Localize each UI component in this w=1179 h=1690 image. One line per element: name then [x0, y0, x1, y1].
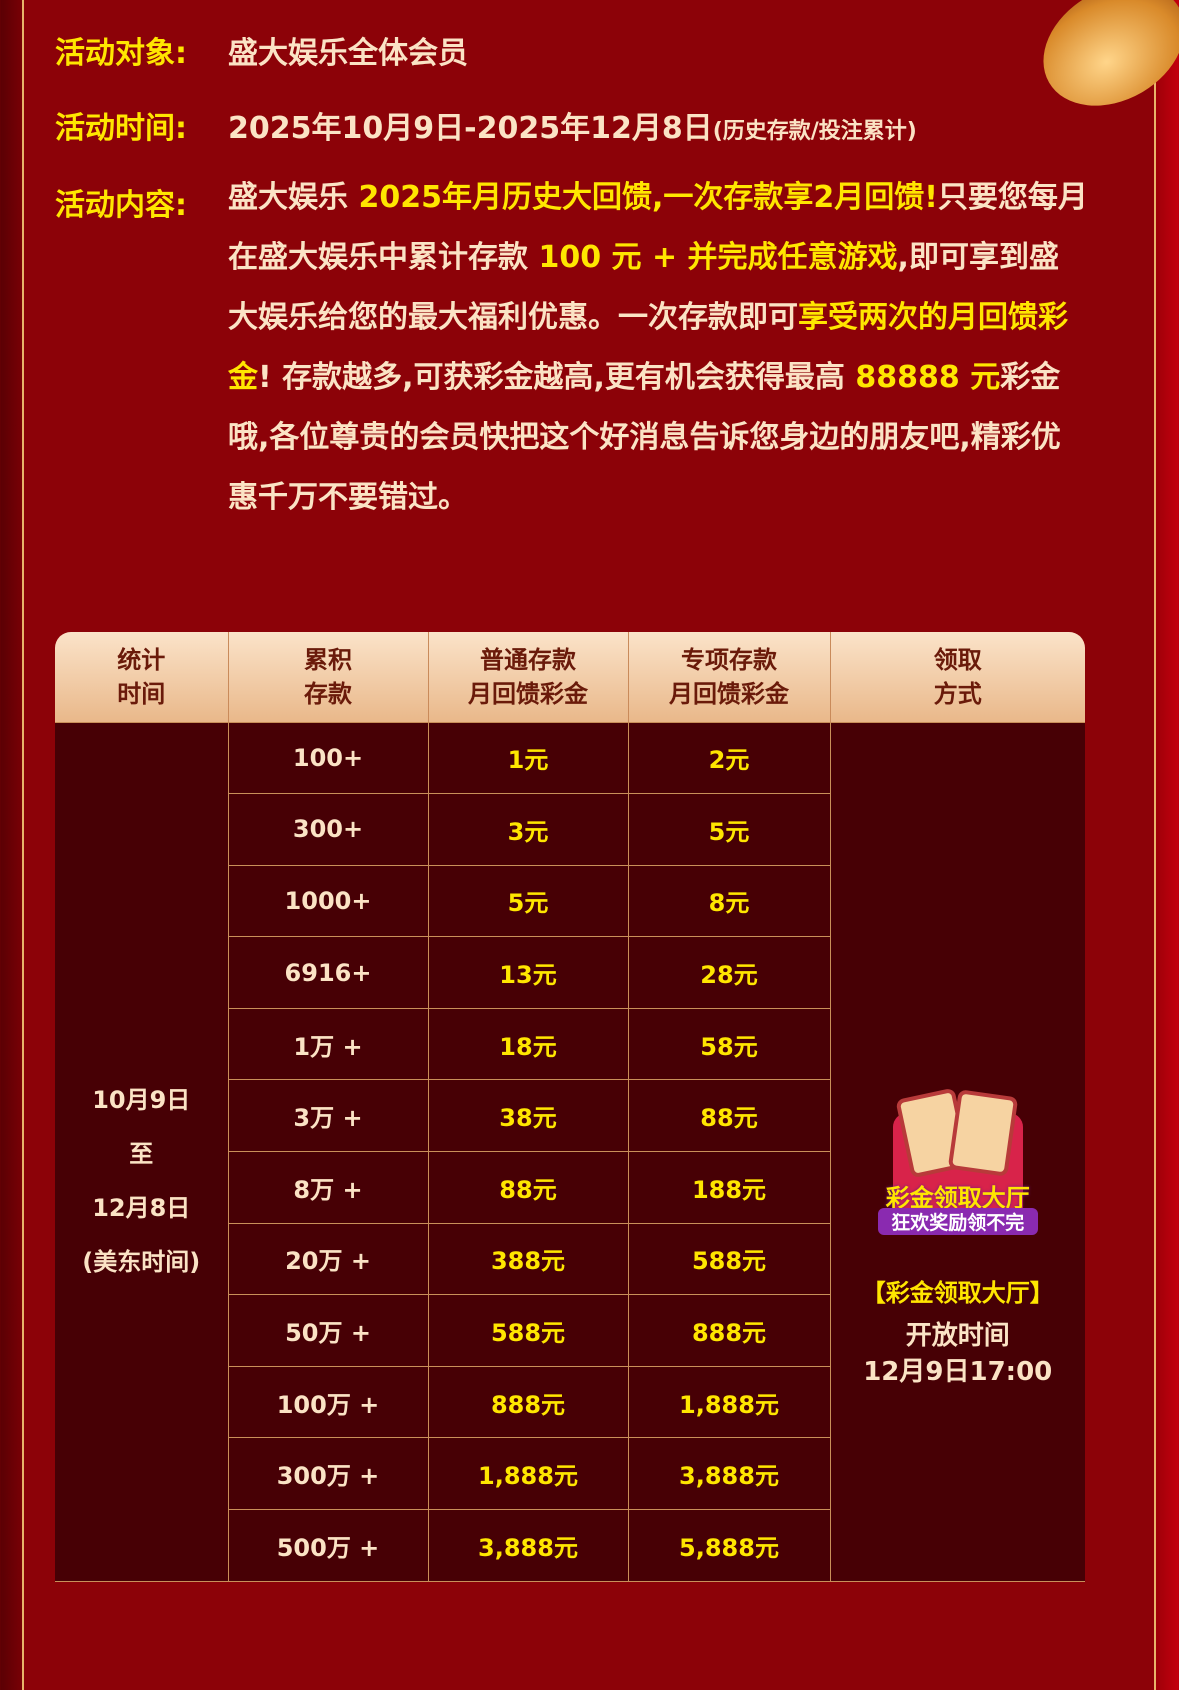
column-header: 专项存款 月回馈彩金 — [628, 632, 831, 722]
time-note: (历史存款/投注累计) — [712, 119, 917, 144]
special-bonus-cell: 888元 — [627, 1294, 831, 1367]
table-row: 1万 +18元 58元 — [55, 1007, 1085, 1081]
column-header: 统计 时间 — [55, 632, 229, 722]
period-cell: 10月9日至 12月8日 (美东时间) — [55, 721, 229, 1582]
text: ! 存款越多,可获彩金越高,更有机会获得最高 — [258, 360, 856, 395]
normal-bonus-cell: 3元 — [427, 793, 629, 866]
special-bonus-cell: 8元 — [627, 864, 831, 938]
open-time: 12月9日17:00 — [863, 1356, 1053, 1387]
period-text: 10月9日 — [92, 1085, 191, 1114]
normal-bonus-cell: 38元 — [427, 1079, 629, 1153]
text: 彩金哦,各位尊贵的会员快把这个好消息告诉您身边的朋友吧,精彩优惠千万不要错过。 — [228, 360, 1061, 515]
deposit-cell: 20万 + — [227, 1222, 429, 1296]
deposit-cell: 300+ — [227, 793, 429, 866]
special-bonus-cell: 1,888元 — [627, 1365, 831, 1439]
normal-bonus-cell: 1元 — [427, 721, 629, 795]
period-text: 12月8日 — [92, 1193, 191, 1222]
table-row: 500万 +3,888元 5,888元 — [55, 1509, 1085, 1582]
normal-bonus-cell: 588元 — [427, 1294, 629, 1367]
highlight: 100 元 + 并完成任意游戏 — [538, 240, 898, 275]
bonus-hall-badge[interactable]: 彩金领取大厅 狂欢奖励领不完 — [873, 1083, 1043, 1253]
reward-table: 统计 时间 累积 存款 普通存款 月回馈彩金 专项存款 月回馈彩金 领取 方式 10月9… — [55, 632, 1085, 1582]
deposit-cell: 100+ — [227, 721, 429, 795]
highlight: 享受两次的月回馈彩金 — [228, 300, 1068, 395]
table-row: 8万 +88元 188元 — [55, 1151, 1085, 1224]
normal-bonus-cell: 13元 — [427, 936, 629, 1009]
special-bonus-cell: 5元 — [627, 793, 831, 866]
deposit-cell: 1000+ — [227, 864, 429, 938]
badge-title: 彩金领取大厅 — [885, 1183, 1030, 1212]
text: 盛大娱乐 — [228, 180, 359, 215]
column-header: 普通存款 月回馈彩金 — [428, 632, 629, 722]
content-paragraph: 盛大娱乐 2025年月历史大回馈,一次存款享2月回馈!只要您每月在盛大娱乐中累计… — [228, 168, 1088, 528]
normal-bonus-cell: 88元 — [427, 1151, 629, 1224]
time-value: 2025年10月9日-2025年12月8日 — [228, 111, 713, 146]
normal-bonus-cell: 888元 — [427, 1365, 629, 1439]
hall-label: 【彩金领取大厅】 — [861, 1278, 1054, 1307]
normal-bonus-cell: 5元 — [427, 864, 629, 938]
deposit-cell: 100万 + — [227, 1365, 429, 1439]
deposit-cell: 50万 + — [227, 1294, 429, 1367]
table-row: 10月9日至 12月8日 (美东时间) 100+ 1元 2元 彩金领取大厅 狂欢奖励领不完 【彩… — [55, 721, 1085, 1582]
special-bonus-cell: 88元 — [627, 1079, 831, 1153]
content-label: 活动内容: — [55, 188, 187, 223]
target-row: 活动对象: 盛大娱乐全体会员 — [55, 28, 468, 72]
table-row: 50万 +588元 888元 — [55, 1294, 1085, 1367]
deposit-cell: 300万 + — [227, 1437, 429, 1511]
special-bonus-cell: 5,888元 — [627, 1509, 831, 1582]
target-label: 活动对象: — [55, 36, 187, 71]
table-row: 1000+ 5元 8元 — [55, 864, 1085, 938]
period-text: 至 — [129, 1139, 154, 1168]
special-bonus-cell: 28元 — [627, 936, 831, 1009]
special-bonus-cell: 58元 — [627, 1007, 831, 1081]
normal-bonus-cell: 18元 — [427, 1007, 629, 1081]
column-header: 领取 方式 — [830, 632, 1085, 722]
card-icon — [947, 1088, 1019, 1177]
time-row: 活动时间: 2025年10月9日-2025年12月8日(历史存款/投注累计) — [55, 103, 917, 147]
badge-subtitle: 狂欢奖励领不完 — [877, 1207, 1038, 1235]
normal-bonus-cell: 3,888元 — [427, 1509, 629, 1582]
table-row: 100万 +888元 1,888元 — [55, 1365, 1085, 1439]
open-label: 开放时间 — [905, 1320, 1010, 1351]
text: ,即可享到盛大娱乐给您的最大福利优惠。一次存款即可 — [228, 240, 1059, 335]
normal-bonus-cell: 388元 — [427, 1222, 629, 1296]
special-bonus-cell: 2元 — [627, 721, 831, 795]
target-value: 盛大娱乐全体会员 — [228, 36, 468, 71]
deposit-cell: 1万 + — [227, 1007, 429, 1081]
special-bonus-cell: 188元 — [627, 1151, 831, 1224]
deposit-cell: 3万 + — [227, 1079, 429, 1153]
time-label: 活动时间: — [55, 111, 187, 146]
table-row: 300万 +1,888元 3,888元 — [55, 1437, 1085, 1511]
special-bonus-cell: 588元 — [627, 1222, 831, 1296]
column-header: 累积 存款 — [228, 632, 429, 722]
table-row: 20万 +388元 588元 — [55, 1222, 1085, 1296]
highlight: 88888 元 — [855, 360, 1001, 395]
period-text: (美东时间) — [82, 1247, 201, 1276]
highlight: 2025年月历史大回馈,一次存款享2月回馈! — [358, 180, 938, 215]
deposit-cell: 8万 + — [227, 1151, 429, 1224]
special-bonus-cell: 3,888元 — [627, 1437, 831, 1511]
table-row: 300+ 3元 5元 — [55, 793, 1085, 866]
normal-bonus-cell: 1,888元 — [427, 1437, 629, 1511]
claim-cell: 彩金领取大厅 狂欢奖励领不完 【彩金领取大厅】 开放时间 12月9日17:00 — [829, 721, 1085, 1582]
table-row: 3万 +38元 88元 — [55, 1079, 1085, 1153]
deposit-cell: 500万 + — [227, 1509, 429, 1582]
content-label-row: 活动内容: — [55, 180, 228, 224]
deposit-cell: 6916+ — [227, 936, 429, 1009]
text: 只要您每月在盛大娱乐中累计存款 — [228, 180, 1088, 275]
